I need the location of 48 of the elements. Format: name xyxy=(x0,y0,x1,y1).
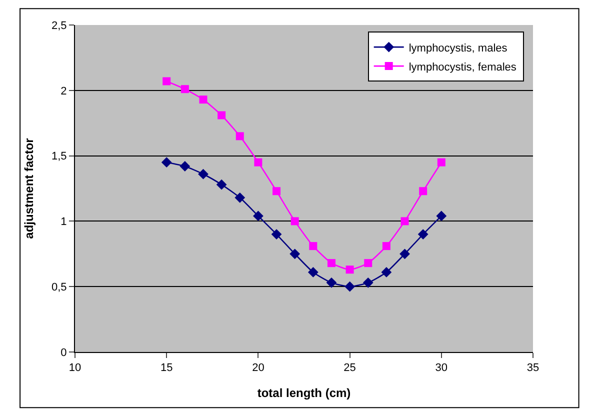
point xyxy=(180,85,189,94)
y-axis-title: adjustment factor xyxy=(22,138,36,239)
x-tick-label: 20 xyxy=(252,362,264,374)
x-tick-label: 10 xyxy=(68,362,82,374)
point xyxy=(290,248,300,260)
point xyxy=(272,187,281,196)
point xyxy=(216,179,227,190)
point xyxy=(400,248,410,260)
point xyxy=(436,210,447,222)
point xyxy=(199,96,208,104)
y-tick-label: 0,5 xyxy=(52,281,67,294)
point xyxy=(327,259,336,268)
point xyxy=(419,187,428,196)
point xyxy=(161,157,172,168)
point xyxy=(198,168,208,180)
legend-label: lymphocystis, males xyxy=(408,42,508,54)
point xyxy=(382,242,390,250)
point xyxy=(381,267,392,278)
y-tick-label: 1 xyxy=(60,216,67,228)
point xyxy=(344,281,355,292)
point xyxy=(364,259,372,268)
x-tick-label: 25 xyxy=(344,362,356,374)
point xyxy=(326,277,337,288)
point xyxy=(180,161,190,172)
point xyxy=(254,158,262,166)
point xyxy=(309,242,318,250)
point xyxy=(308,267,318,278)
y-tick-label: 2 xyxy=(60,85,67,98)
x-tick-label: 15 xyxy=(160,362,173,374)
x-tick-label: 30 xyxy=(435,362,448,374)
point xyxy=(418,229,428,240)
point xyxy=(346,266,354,274)
y-tick-label: 1,5 xyxy=(52,150,67,163)
y-tick-label: 0 xyxy=(60,346,67,359)
x-axis-title: total length (cm) xyxy=(257,386,351,400)
legend-label: lymphocystis, females xyxy=(408,61,517,74)
y-tick-label: 2,5 xyxy=(52,20,67,32)
point xyxy=(218,111,226,120)
point xyxy=(400,217,409,226)
x-tick-label: 35 xyxy=(526,362,540,374)
point xyxy=(253,210,264,222)
point xyxy=(162,77,171,86)
point xyxy=(271,229,282,240)
point xyxy=(290,217,299,226)
point xyxy=(362,277,374,288)
point xyxy=(437,158,446,166)
point xyxy=(234,192,246,203)
point xyxy=(236,132,244,140)
